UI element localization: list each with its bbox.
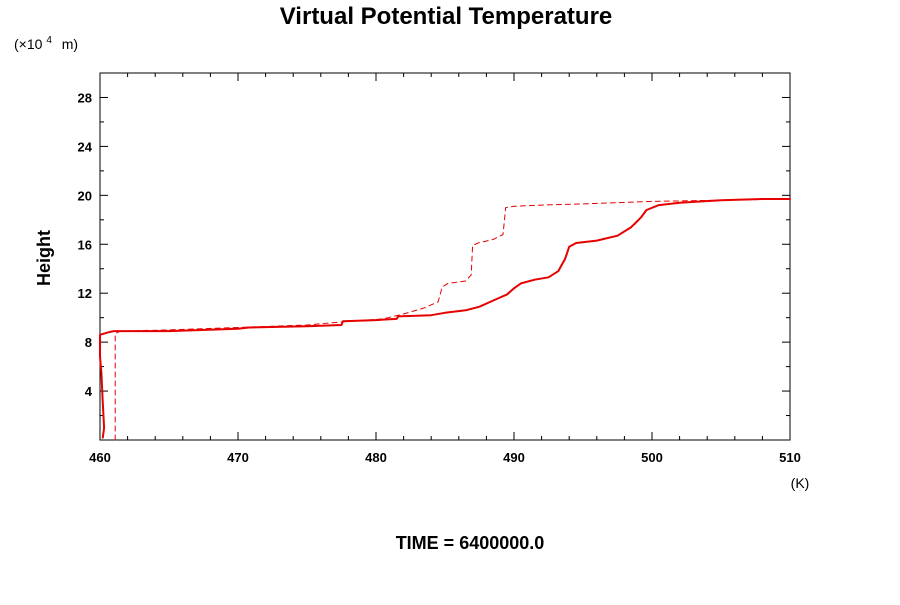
y-axis-label: Height: [34, 230, 54, 286]
x-tick-label: 490: [503, 450, 525, 465]
y-tick-label: 20: [78, 188, 92, 203]
chart-title: Virtual Potential Temperature: [280, 3, 613, 30]
x-tick-label: 480: [365, 450, 387, 465]
plot-area: 460 470 480 490 500 510 4 8 12 16 20 24 28: [78, 72, 801, 465]
y-tick-label: 24: [78, 139, 93, 154]
x-axis-label: (K): [791, 475, 810, 491]
y-tick-label: 12: [78, 286, 92, 301]
series-line-dashed: [114, 198, 791, 441]
x-tick-label: 470: [227, 450, 249, 465]
y-unit-suffix: m): [62, 36, 78, 52]
plot-frame: [99, 72, 791, 441]
series-line-solid: [99, 198, 791, 439]
time-label: TIME = 6400000.0: [396, 533, 545, 553]
y-tick-label: 4: [85, 384, 93, 399]
y-tick-label: 28: [78, 90, 92, 105]
y-unit-label: (×10 4 m): [14, 30, 78, 52]
x-tick-label: 460: [89, 450, 111, 465]
x-tick-label: 500: [641, 450, 663, 465]
y-tick-label: 8: [85, 335, 92, 350]
x-tick-label: 510: [779, 450, 801, 465]
y-unit-prefix: (×10: [14, 36, 43, 52]
y-tick-label: 16: [78, 237, 92, 252]
y-unit-exponent: 4: [46, 35, 52, 46]
